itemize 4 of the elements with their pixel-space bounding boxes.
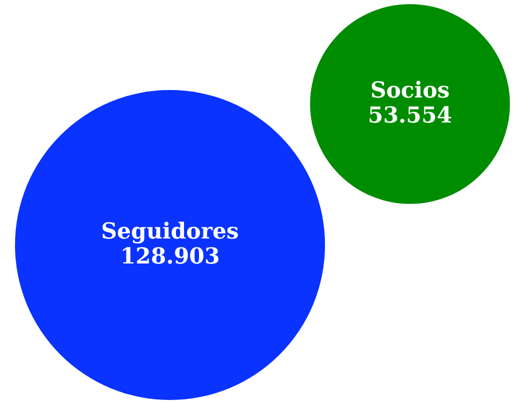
category-label: Socios: [370, 78, 450, 104]
category-label: Seguidores: [101, 218, 239, 245]
data-label: 128.903: [120, 244, 220, 270]
data-label: 53.554: [368, 102, 452, 129]
